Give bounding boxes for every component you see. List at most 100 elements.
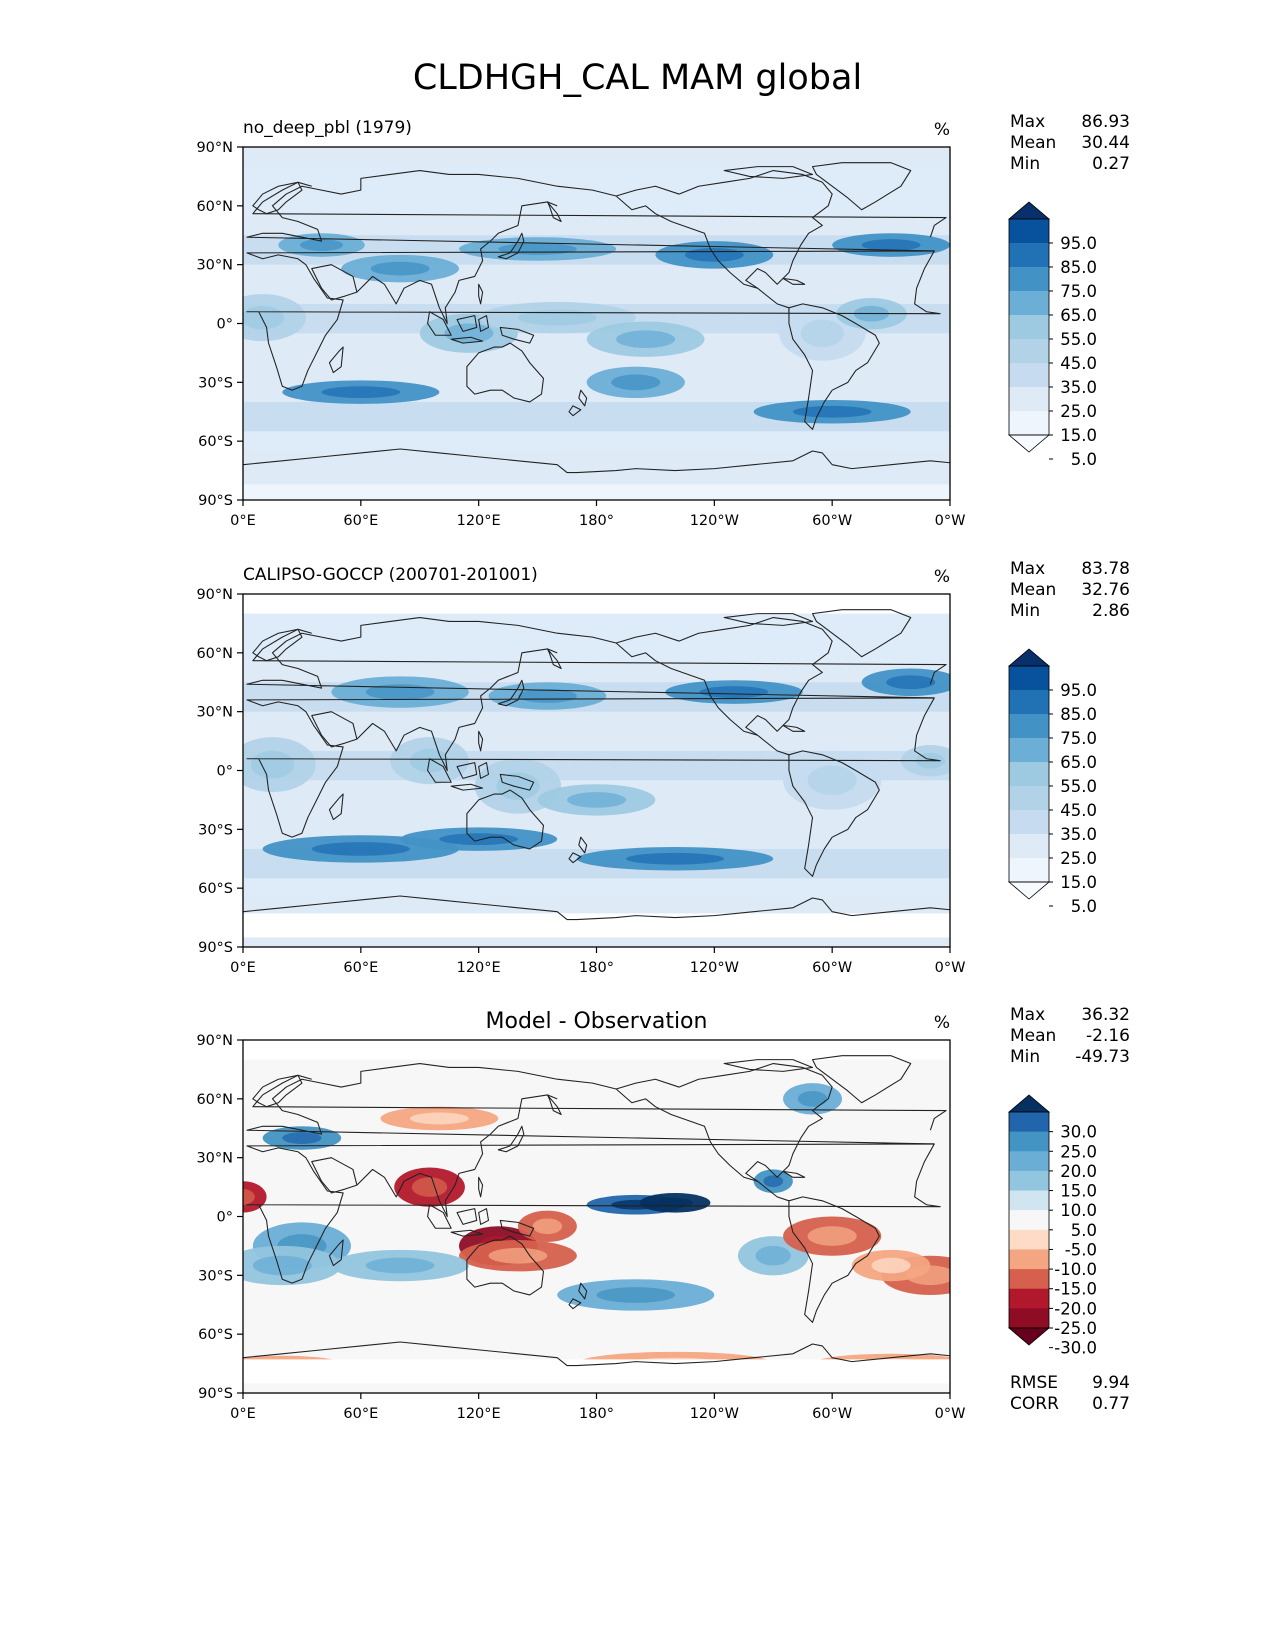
lat-tick-label: 30°N bbox=[196, 705, 233, 721]
colorbar-tick-label: -5.0 bbox=[1065, 1240, 1097, 1259]
lon-tick-label: 0°W bbox=[935, 960, 966, 976]
colorbar-swatch bbox=[1009, 1229, 1049, 1250]
colorbar-swatch bbox=[1009, 690, 1049, 715]
colorbar-tick-label: -10.0 bbox=[1054, 1260, 1097, 1279]
colorbar-swatch bbox=[1009, 1131, 1049, 1152]
colorbar-swatch bbox=[1009, 1151, 1049, 1172]
lat-tick-label: 30°N bbox=[196, 258, 233, 274]
units-label: % bbox=[934, 120, 950, 140]
colorbar-tick-label: 35.0 bbox=[1060, 378, 1097, 397]
colorbar-tick-label: 45.0 bbox=[1060, 801, 1097, 820]
lat-tick-label: 90°N bbox=[196, 1033, 233, 1049]
colorbar-tick-label: 85.0 bbox=[1060, 705, 1097, 724]
colorbar-swatch bbox=[1009, 762, 1049, 787]
lon-tick-label: 60°E bbox=[343, 513, 378, 529]
metric-value: 0.77 bbox=[1092, 1394, 1130, 1414]
colorbar-tick-label: 95.0 bbox=[1060, 234, 1097, 253]
colorbar-swatch bbox=[1009, 1269, 1049, 1290]
colorbar-extend-max bbox=[1007, 1094, 1051, 1113]
colorbar-swatch bbox=[1009, 387, 1049, 412]
lon-tick-label: 120°W bbox=[690, 513, 739, 529]
lat-tick-label: 30°N bbox=[196, 1151, 233, 1167]
stat-label: Max bbox=[1010, 112, 1045, 132]
colorbar-swatch bbox=[1009, 363, 1049, 388]
contour-field bbox=[243, 594, 950, 947]
colorbar-tick-label: 45.0 bbox=[1060, 354, 1097, 373]
lon-tick-label: 60°E bbox=[343, 1406, 378, 1422]
lat-tick-label: 60°N bbox=[196, 646, 233, 662]
colorbar-swatch bbox=[1009, 1210, 1049, 1231]
colorbar-tick-label: -30.0 bbox=[1054, 1339, 1097, 1358]
colorbar-tick-label: 5.0 bbox=[1071, 1221, 1097, 1240]
lat-tick-label: 0° bbox=[217, 1210, 233, 1226]
stat-label: Mean bbox=[1010, 1026, 1056, 1046]
colorbar-extend-max bbox=[1007, 201, 1051, 220]
colorbar-swatch bbox=[1009, 339, 1049, 364]
colorbar: 30.025.020.015.010.05.0-5.0-10.0-15.0-20… bbox=[1007, 1094, 1097, 1358]
colorbar-tick-label: 20.0 bbox=[1060, 1162, 1097, 1181]
colorbar-tick-label: 15.0 bbox=[1060, 426, 1097, 445]
stat-label: Mean bbox=[1010, 580, 1056, 600]
panel-3: 90°N 60°N 30°N 0° 30°S 60°S 90°S 0°E 60°E 120°E 18… bbox=[196, 1005, 1130, 1422]
lon-tick-label: 120°W bbox=[690, 1406, 739, 1422]
colorbar-swatch bbox=[1009, 786, 1049, 811]
figure-title: CLDHGH_CAL MAM global bbox=[412, 58, 863, 98]
colorbar-tick-label: 5.0 bbox=[1071, 450, 1097, 469]
colorbar-swatch bbox=[1009, 714, 1049, 739]
stat-value: 36.32 bbox=[1081, 1005, 1130, 1025]
colorbar-tick-label: -20.0 bbox=[1054, 1299, 1097, 1318]
lat-tick-label: 90°S bbox=[198, 1386, 233, 1402]
colorbar-swatch bbox=[1009, 1190, 1049, 1211]
lat-tick-label: 60°S bbox=[198, 1327, 233, 1343]
colorbar-extend-min bbox=[1007, 434, 1051, 453]
lon-tick-label: 0°W bbox=[935, 513, 966, 529]
lon-tick-label: 120°E bbox=[457, 1406, 501, 1422]
colorbar-swatch bbox=[1009, 834, 1049, 859]
lat-tick-label: 60°N bbox=[196, 1092, 233, 1108]
colorbar-extend-min bbox=[1007, 1327, 1051, 1346]
lon-tick-label: 0°W bbox=[935, 1406, 966, 1422]
colorbar-tick-label: 55.0 bbox=[1060, 777, 1097, 796]
metric-label: RMSE bbox=[1010, 1373, 1058, 1393]
lon-tick-label: 180° bbox=[579, 960, 614, 976]
stat-label: Max bbox=[1010, 559, 1045, 579]
colorbar-tick-label: 25.0 bbox=[1060, 1142, 1097, 1161]
colorbar-tick-label: 35.0 bbox=[1060, 825, 1097, 844]
stat-value: 2.86 bbox=[1092, 601, 1130, 621]
stat-value: -2.16 bbox=[1086, 1026, 1130, 1046]
stat-value: 86.93 bbox=[1081, 112, 1130, 132]
colorbar-tick-label: -25.0 bbox=[1054, 1319, 1097, 1338]
colorbar-swatch bbox=[1009, 1170, 1049, 1192]
colorbar-tick-label: 15.0 bbox=[1060, 1182, 1097, 1201]
lon-tick-label: 180° bbox=[579, 1406, 614, 1422]
stat-label: Max bbox=[1010, 1005, 1045, 1025]
colorbar-swatch bbox=[1009, 1288, 1049, 1309]
stat-value: -49.73 bbox=[1075, 1047, 1130, 1067]
lon-tick-label: 60°E bbox=[343, 960, 378, 976]
lat-tick-label: 0° bbox=[217, 764, 233, 780]
stat-value: 83.78 bbox=[1081, 559, 1130, 579]
stat-value: 30.44 bbox=[1081, 133, 1130, 153]
colorbar-tick-label: 15.0 bbox=[1060, 873, 1097, 892]
lat-tick-label: 60°S bbox=[198, 434, 233, 450]
colorbar-swatch bbox=[1009, 1249, 1049, 1270]
colorbar-swatch bbox=[1009, 219, 1049, 244]
colorbar: 95.0 85.0 75.0 65.0 55.0 45.0 35.0 25.0 15.0 5.0 bbox=[1007, 201, 1097, 469]
colorbar-tick-label: 85.0 bbox=[1060, 258, 1097, 277]
colorbar-tick-label: 75.0 bbox=[1060, 282, 1097, 301]
colorbar-extend-max bbox=[1007, 648, 1051, 667]
colorbar-tick-label: 5.0 bbox=[1071, 897, 1097, 916]
lon-tick-label: 60°W bbox=[812, 1406, 852, 1422]
stat-label: Min bbox=[1010, 1047, 1040, 1067]
units-label: % bbox=[934, 567, 950, 587]
contour-field bbox=[243, 147, 950, 500]
lon-tick-label: 120°E bbox=[457, 960, 501, 976]
colorbar-swatch bbox=[1009, 738, 1049, 763]
contour-field bbox=[243, 1040, 950, 1393]
colorbar-swatch bbox=[1009, 1112, 1049, 1133]
lat-tick-label: 90°S bbox=[198, 493, 233, 509]
lat-tick-label: 90°N bbox=[196, 140, 233, 156]
colorbar-swatch bbox=[1009, 243, 1049, 268]
colorbar-swatch bbox=[1009, 315, 1049, 340]
